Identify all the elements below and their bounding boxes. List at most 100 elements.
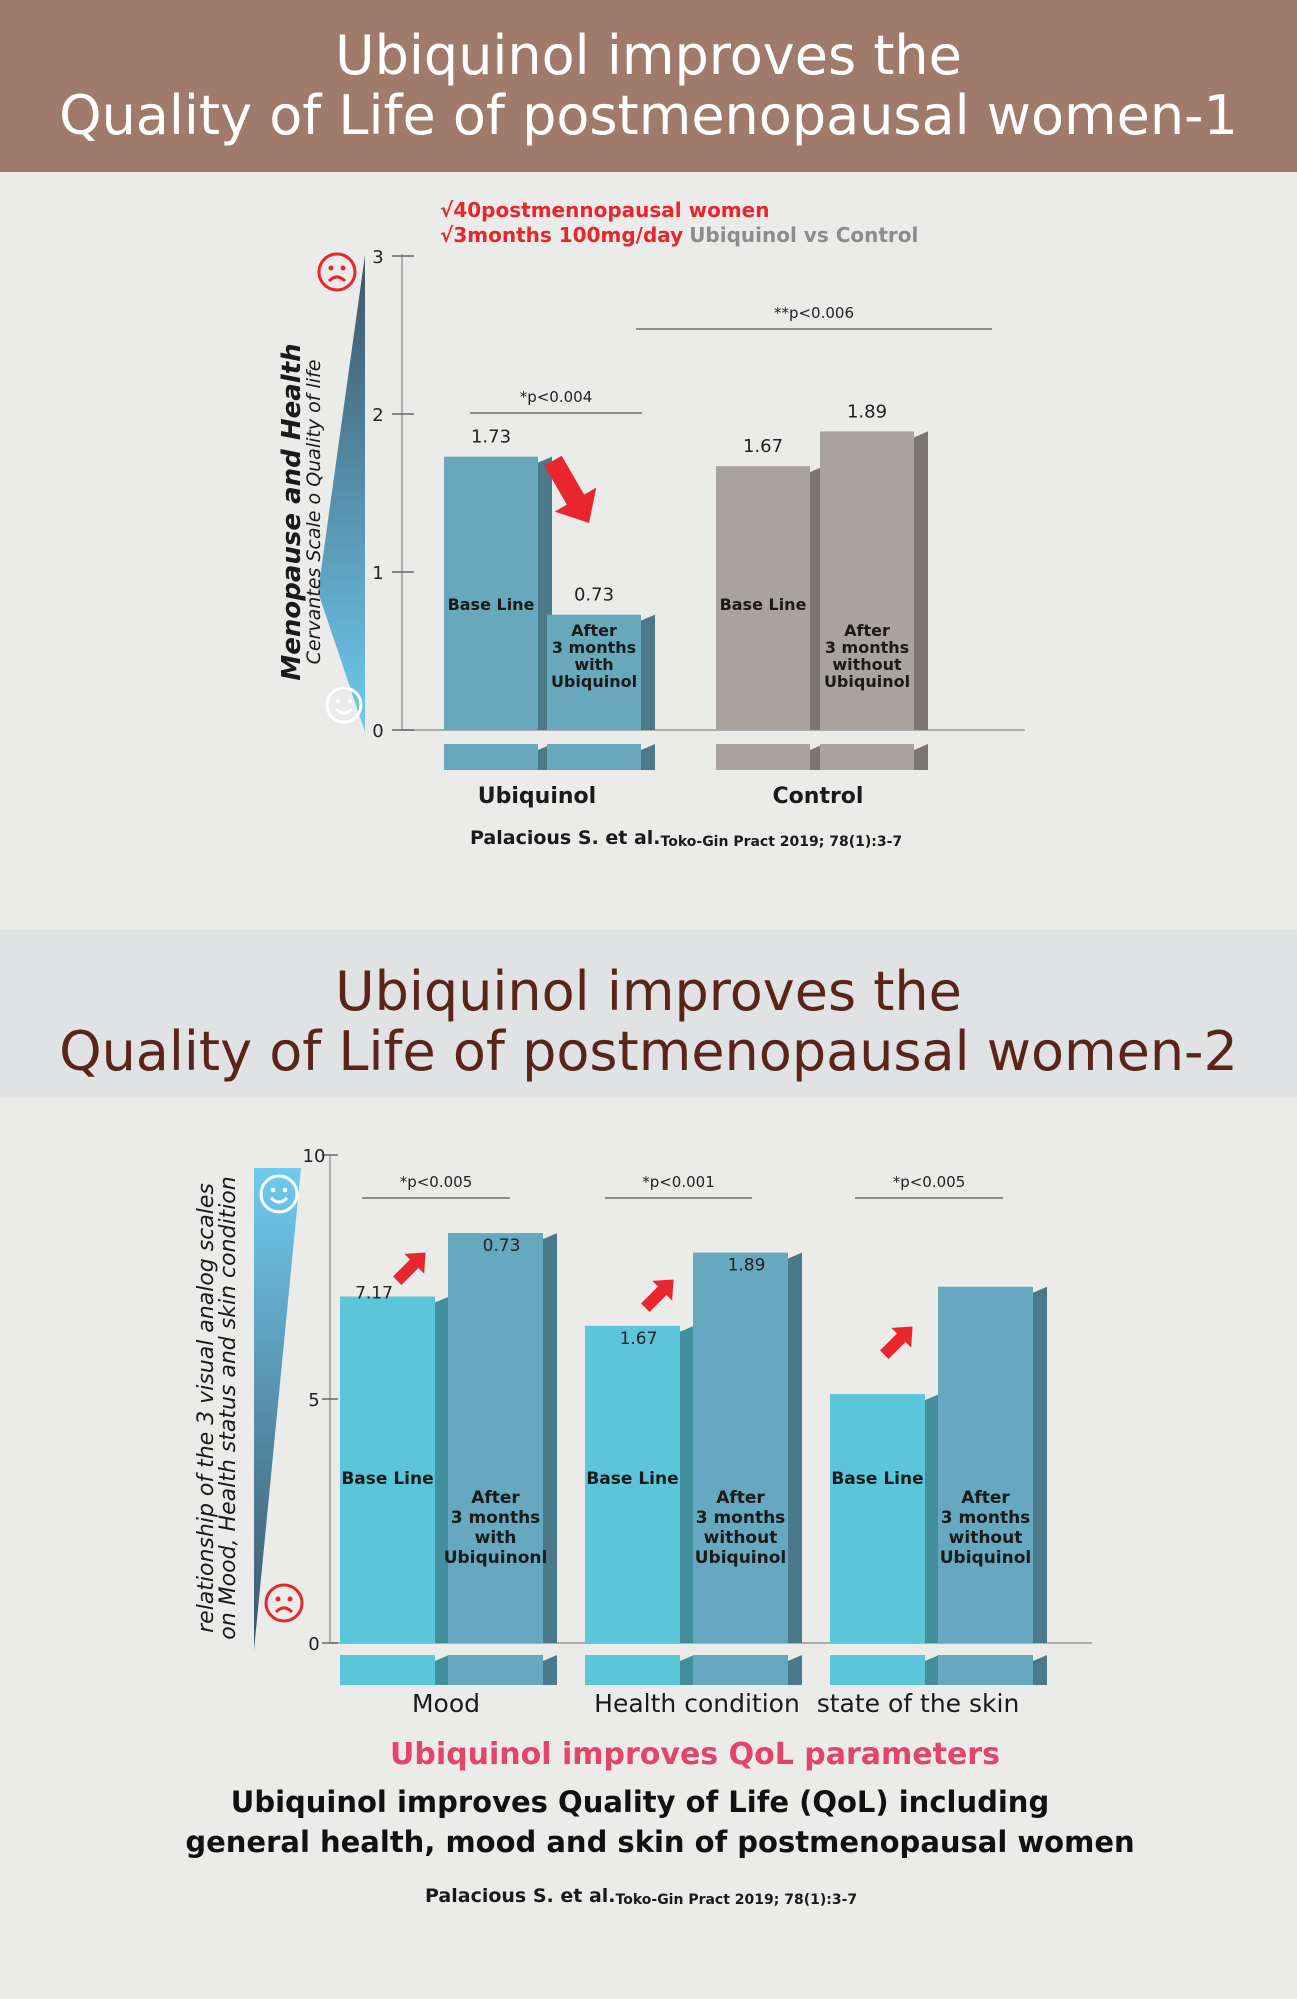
banner-1: Ubiquinol improves the Quality of Life o…	[0, 0, 1297, 172]
sad-face-icon-2	[264, 1583, 304, 1623]
increase-arrow-icon	[393, 1252, 426, 1285]
value-label: 1.73	[471, 427, 511, 448]
bar-base-block	[448, 1655, 557, 1685]
note-line-1: √40postmennopausal women	[440, 198, 769, 222]
y-scale-wedge	[318, 255, 365, 732]
value-label: 0.73	[574, 585, 614, 606]
value-label: 1.67	[620, 1329, 658, 1349]
note-line-2: √3months 100mg/day Ubiquinol vs Control	[440, 223, 918, 247]
bar	[547, 614, 655, 730]
increase-arrow-icon	[641, 1279, 674, 1312]
citation-1: Palacious S. et al.Toko-Gin Pract 2019; …	[470, 827, 902, 850]
bar-inner-label: Base Line	[341, 1469, 433, 1489]
category-label-mood: Mood	[412, 1689, 480, 1718]
y-axis-label: Menopause and Health Cervantes Scale o Q…	[277, 343, 325, 680]
bar-inner-label: 3 months	[941, 1508, 1031, 1528]
conclusion-line-1: Ubiquinol improves Quality of Life (QoL)…	[231, 1785, 1049, 1819]
bar-inner-label: Ubiquinol	[824, 672, 910, 691]
y-tick-label: 10	[303, 1146, 326, 1167]
bar-inner-label: without	[832, 655, 902, 674]
bar-inner-label: Ubiquinol	[940, 1548, 1032, 1568]
banner-2-title-line2: Quality of Life of postmenopausal women-…	[59, 1020, 1238, 1083]
bar-inner-label: After	[716, 1488, 765, 1508]
bar	[448, 1233, 557, 1643]
bar-inner-label: Ubiquinol	[551, 672, 637, 691]
y-scale-wedge-2	[254, 1168, 301, 1650]
category-label-skin: state of the skin	[817, 1689, 1020, 1718]
bar-base-block	[830, 1655, 939, 1685]
value-label: 1.89	[728, 1256, 766, 1276]
conclusion-line-2: general health, mood and skin of postmen…	[185, 1825, 1134, 1859]
significance-label: *p<0.005	[400, 1173, 473, 1191]
bar	[585, 1325, 694, 1643]
bar-base-block	[938, 1655, 1047, 1685]
value-label: 0.73	[483, 1236, 521, 1256]
panel-1	[0, 172, 1297, 930]
bar-base-block	[820, 744, 928, 770]
y-tick-label: 1	[372, 563, 383, 584]
bar-inner-label: without	[704, 1528, 778, 1548]
bar-inner-label: Ubiquinonl	[444, 1548, 548, 1568]
y-tick-label: 3	[372, 247, 383, 268]
bar-inner-label: with	[475, 1528, 517, 1548]
bar-base-block	[340, 1655, 449, 1685]
bar	[830, 1394, 939, 1643]
bar	[938, 1286, 1047, 1643]
bar-inner-label: 3 months	[825, 638, 909, 657]
bar	[340, 1296, 449, 1643]
happy-face-icon	[325, 686, 363, 724]
bar	[820, 431, 928, 730]
bar-inner-label: Ubiquinol	[695, 1548, 787, 1568]
bar-inner-label: Base Line	[720, 595, 807, 614]
significance-label: *p<0.005	[893, 1173, 966, 1191]
bar-base-block	[716, 744, 824, 770]
decrease-arrow-icon	[544, 455, 597, 524]
bar-base-block	[444, 744, 552, 770]
citation-2: Palacious S. et al.Toko-Gin Pract 2019; …	[425, 1885, 857, 1908]
bar-inner-label: After	[961, 1488, 1010, 1508]
y-tick-label: 5	[308, 1390, 319, 1411]
chart-2: relationship of the 3 visual analog scal…	[185, 1146, 1134, 1908]
headline-qol: Ubiquinol improves QoL parameters	[390, 1737, 1000, 1772]
y-tick-label: 0	[372, 721, 383, 742]
category-label-ubiquinol: Ubiquinol	[478, 784, 596, 809]
bar-inner-label: without	[949, 1528, 1023, 1548]
bar-inner-label: After	[471, 1488, 520, 1508]
bar	[444, 456, 552, 730]
svg-text:Menopause and Health: Menopause and Health	[277, 343, 307, 680]
banner-2-title-line1: Ubiquinol improves the	[335, 960, 962, 1023]
increase-arrow-icon	[880, 1326, 913, 1359]
chart-1: √40postmennopausal women √3months 100mg/…	[277, 198, 1025, 850]
bar-inner-label: Base Line	[448, 595, 535, 614]
bar-base-block	[693, 1655, 802, 1685]
bar-inner-label: After	[844, 621, 890, 640]
bar-inner-label: Base Line	[586, 1469, 678, 1489]
significance-label: **p<0.006	[774, 304, 854, 322]
y-tick-label: 0	[308, 1634, 319, 1655]
svg-text:relationship of the 3 visual a: relationship of the 3 visual analog scal…	[194, 1183, 219, 1633]
happy-face-icon-2	[259, 1174, 299, 1214]
bar-inner-label: 3 months	[451, 1508, 541, 1528]
significance-label: *p<0.004	[520, 388, 593, 406]
y-tick-label: 2	[372, 405, 383, 426]
value-label: 1.89	[847, 401, 887, 422]
value-label: 7.17	[355, 1284, 393, 1304]
sad-face-icon	[317, 252, 357, 292]
category-label-health: Health condition	[594, 1689, 800, 1718]
bar-inner-label: After	[571, 621, 617, 640]
banner-1-title-line1: Ubiquinol improves the	[335, 24, 962, 87]
svg-text:on Mood, Health status and ski: on Mood, Health status and skin conditio…	[216, 1176, 241, 1639]
bar-inner-label: 3 months	[696, 1508, 786, 1528]
value-label: 1.67	[743, 436, 783, 457]
bar-inner-label: Base Line	[831, 1469, 923, 1489]
bar-inner-label: 3 months	[552, 638, 636, 657]
bar-inner-label: with	[574, 655, 613, 674]
bar-base-block	[585, 1655, 694, 1685]
bar	[693, 1252, 802, 1643]
banner-1-title-line2: Quality of Life of postmenopausal women-…	[59, 84, 1238, 147]
category-label-control: Control	[773, 784, 864, 809]
svg-text:Cervantes Scale o Quality of l: Cervantes Scale o Quality of life	[303, 360, 325, 665]
y-axis-label-2: relationship of the 3 visual analog scal…	[194, 1176, 241, 1639]
bar-base-block	[547, 744, 655, 770]
significance-label: *p<0.001	[642, 1173, 715, 1191]
